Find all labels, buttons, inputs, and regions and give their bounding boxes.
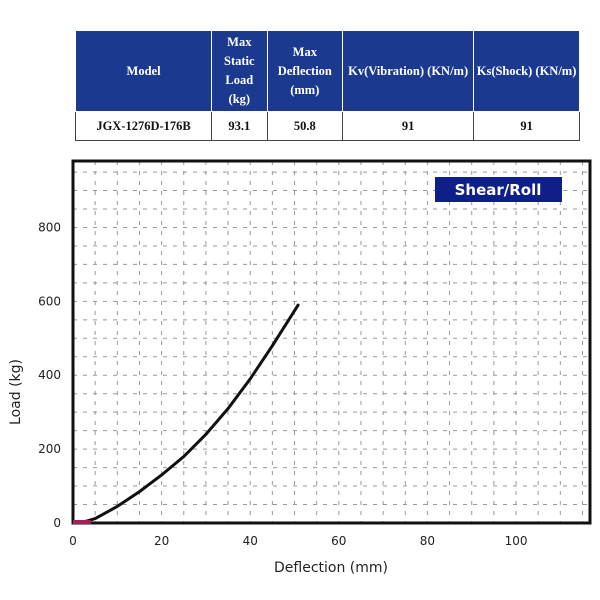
plot-frame [71, 159, 592, 525]
table-row: JGX-1276D-176B 93.1 50.8 91 91 [74, 111, 580, 141]
spec-table: Model Max Static Load (kg) Max Deflectio… [74, 30, 580, 141]
x-tick-label: 20 [154, 534, 169, 548]
x-tick-label: 0 [69, 534, 77, 548]
legend-box [435, 177, 562, 202]
x-tick-label: 60 [331, 534, 346, 548]
header-max-static-load: Max Static Load (kg) [211, 30, 268, 112]
y-axis-label: Load (kg) [8, 359, 24, 425]
y-tick-label: 400 [38, 368, 61, 382]
cell-ks: 91 [473, 111, 580, 141]
x-tick-label: 40 [243, 534, 258, 548]
x-tick-label: 80 [420, 534, 435, 548]
header-kv: Kv(Vibration) (KN/m) [342, 30, 475, 112]
x-tick-label: 100 [505, 534, 528, 548]
y-tick-label: 600 [38, 294, 61, 308]
spec-header-row: Model Max Static Load (kg) Max Deflectio… [74, 30, 580, 112]
series-line [71, 303, 300, 525]
header-max-deflection: Max Deflection (mm) [266, 30, 344, 112]
grid [73, 161, 590, 523]
ticks: 0 20 40 60 80 100 0 200 400 600 800 [38, 220, 527, 548]
cell-max-deflection: 50.8 [266, 111, 344, 141]
y-tick-label: 200 [38, 442, 61, 456]
header-model: Model [74, 30, 213, 112]
cell-max-static-load: 93.1 [211, 111, 268, 141]
cell-model: JGX-1276D-176B [74, 111, 213, 141]
y-tick-label: 800 [38, 220, 61, 234]
header-ks: Ks(Shock) (KN/m) [473, 30, 580, 112]
cell-kv: 91 [342, 111, 475, 141]
y-tick-label: 0 [53, 516, 61, 530]
origin-marker [73, 520, 91, 524]
x-axis-label: Deflection (mm) [274, 560, 388, 576]
legend-label: Shear/Roll [455, 181, 542, 199]
